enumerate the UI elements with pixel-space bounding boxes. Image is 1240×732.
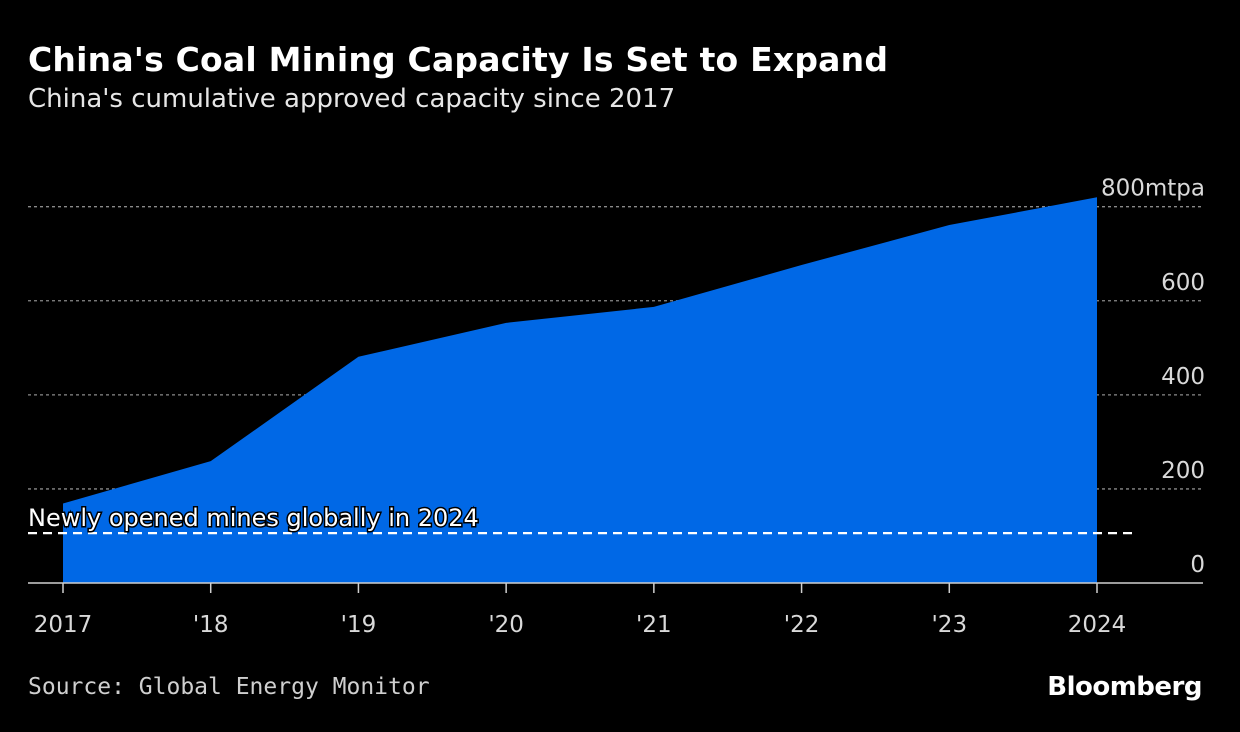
x-tick-label: '19 bbox=[341, 612, 377, 638]
reference-line-label: Newly opened mines globally in 2024 bbox=[28, 504, 479, 532]
y-tick-label: 0 bbox=[1190, 552, 1205, 578]
source-note: Source: Global Energy Monitor bbox=[28, 674, 430, 700]
bloomberg-logo: Bloomberg bbox=[1047, 672, 1202, 702]
y-tick-label: 200 bbox=[1161, 458, 1205, 484]
x-tick-label: 2024 bbox=[1068, 612, 1127, 638]
x-tick-label: '21 bbox=[636, 612, 672, 638]
x-tick-label: 2017 bbox=[34, 612, 93, 638]
chart-subtitle: China's cumulative approved capacity sin… bbox=[28, 84, 676, 114]
chart-title: China's Coal Mining Capacity Is Set to E… bbox=[28, 40, 889, 79]
x-tick-label: '22 bbox=[784, 612, 820, 638]
y-tick-label: 600 bbox=[1161, 270, 1205, 296]
x-tick-label: '20 bbox=[488, 612, 524, 638]
x-tick-label: '23 bbox=[931, 612, 967, 638]
y-tick-label: 400 bbox=[1161, 364, 1205, 390]
area-series bbox=[63, 197, 1097, 584]
x-tick-label: '18 bbox=[193, 612, 229, 638]
y-tick-label: 800mtpa bbox=[1101, 176, 1205, 202]
